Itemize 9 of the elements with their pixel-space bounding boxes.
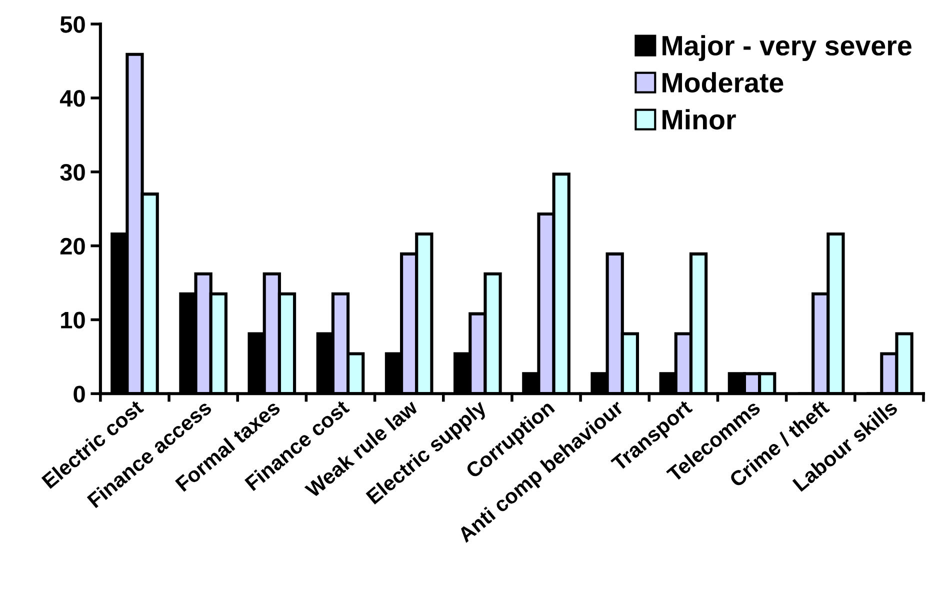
- y-tick-label: 50: [60, 16, 85, 33]
- legend-label: Minor: [662, 109, 736, 130]
- legend-label: Major - very severe: [662, 35, 912, 62]
- legend-label: Moderate: [662, 72, 784, 93]
- y-tick-label: 10: [61, 312, 85, 329]
- y-tick-label: 40: [60, 90, 85, 107]
- y-tick-label: 0: [74, 386, 85, 402]
- y-tick-label: 20: [60, 238, 85, 255]
- y-tick-label: 30: [60, 164, 85, 181]
